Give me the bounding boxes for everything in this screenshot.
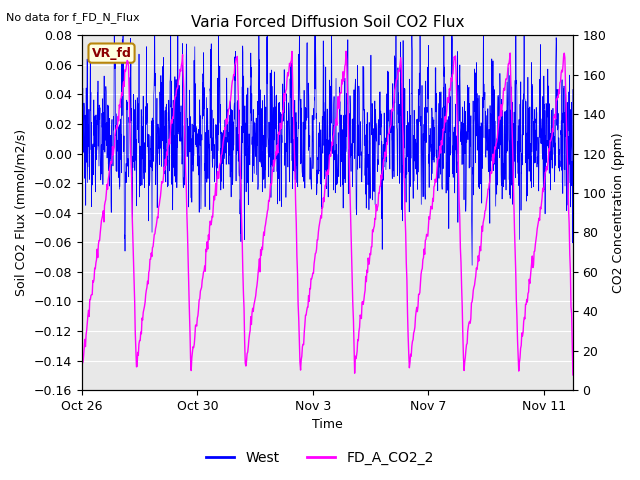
Y-axis label: CO2 Concentration (ppm): CO2 Concentration (ppm) [612, 132, 625, 293]
Text: VR_fd: VR_fd [92, 47, 131, 60]
Y-axis label: Soil CO2 Flux (mmol/m2/s): Soil CO2 Flux (mmol/m2/s) [15, 129, 28, 296]
Text: No data for f_FD_N_Flux: No data for f_FD_N_Flux [6, 12, 140, 23]
Title: Varia Forced Diffusion Soil CO2 Flux: Varia Forced Diffusion Soil CO2 Flux [191, 15, 464, 30]
X-axis label: Time: Time [312, 419, 342, 432]
Legend: West, FD_A_CO2_2: West, FD_A_CO2_2 [201, 445, 439, 471]
